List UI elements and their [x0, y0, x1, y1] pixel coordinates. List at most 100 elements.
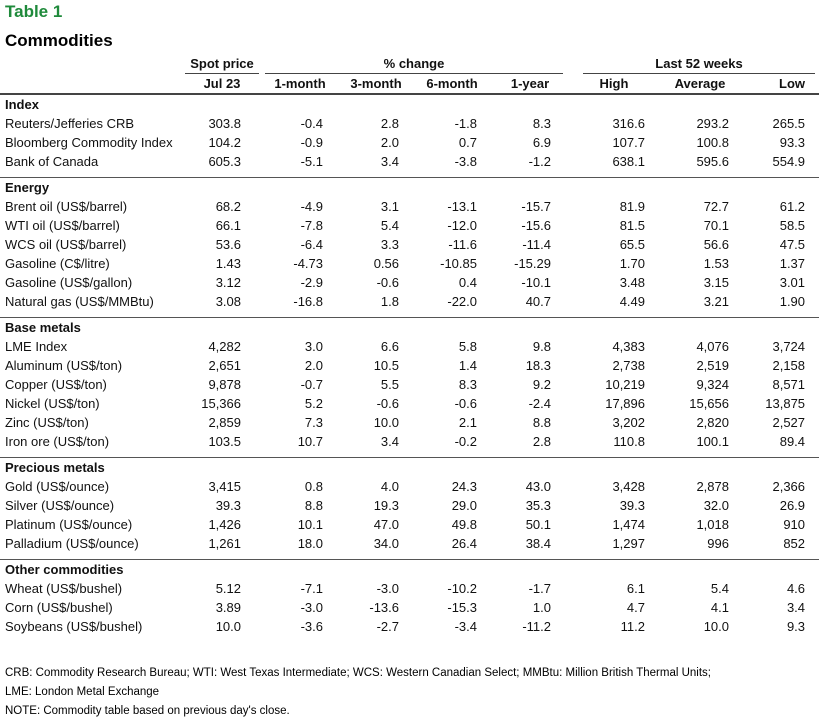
value-cell: -0.6	[376, 275, 399, 290]
value-cell: 605.3	[208, 154, 241, 169]
header-average: Average	[659, 74, 741, 95]
value-cell: -16.8	[293, 294, 323, 309]
value-cell: -2.7	[376, 619, 399, 634]
table-row: Nickel (US$/ton) 15,366 5.2 -0.6 -0.6 -2.4 17,…	[0, 394, 819, 413]
value-cell: -3.8	[454, 154, 477, 169]
value-cell: 3.48	[619, 275, 645, 290]
value-cell: 2,859	[208, 415, 241, 430]
header-1-month: 1-month	[261, 74, 339, 95]
value-cell: 40.7	[525, 294, 551, 309]
table-row: Copper (US$/ton) 9,878 -0.7 5.5 8.3 9.2 10,219…	[0, 375, 819, 394]
value-cell: 9.3	[786, 619, 806, 634]
commodity-name: Platinum (US$/ounce)	[5, 517, 133, 532]
value-cell: -13.6	[369, 600, 399, 615]
value-cell: 38.4	[525, 536, 551, 551]
commodity-name: Reuters/Jefferies CRB	[5, 116, 135, 131]
header-row-groups: Spot price % change Last 52 weeks	[0, 54, 819, 74]
value-cell: 13,875	[765, 396, 806, 411]
value-cell: 34.0	[373, 536, 399, 551]
value-cell: 10.0	[215, 619, 241, 634]
value-cell: -3.6	[300, 619, 323, 634]
value-cell: 5.5	[380, 377, 399, 392]
commodities-table: Spot price % change Last 52 weeks Jul 23…	[0, 54, 819, 636]
value-cell: -1.2	[528, 154, 551, 169]
value-cell: -1.8	[454, 116, 477, 131]
table-row: Palladium (US$/ounce) 1,261 18.0 34.0 26.4 38…	[0, 534, 819, 553]
header-high: High	[569, 74, 659, 95]
value-cell: 1.8	[380, 294, 399, 309]
value-cell: 47.0	[373, 517, 399, 532]
value-cell: 3.3	[380, 237, 399, 252]
value-cell: 316.6	[612, 116, 645, 131]
value-cell: 53.6	[215, 237, 241, 252]
value-cell: -3.0	[376, 581, 399, 596]
value-cell: 1,474	[612, 517, 645, 532]
table-row: Bank of Canada 605.3 -5.1 3.4 -3.8 -1.2 638.1 5…	[0, 152, 819, 171]
value-cell: -5.1	[300, 154, 323, 169]
table-row: LME Index 4,282 3.0 6.6 5.8 9.8 4,383 4,076 3,72…	[0, 337, 819, 356]
value-cell: 49.8	[451, 517, 477, 532]
value-cell: -11.2	[522, 619, 551, 634]
value-cell: 3.4	[380, 154, 399, 169]
value-cell: -11.6	[448, 237, 477, 252]
value-cell: 0.7	[458, 135, 477, 150]
value-cell: 5.8	[458, 339, 477, 354]
table-row: Platinum (US$/ounce) 1,426 10.1 47.0 49.8 50.…	[0, 515, 819, 534]
value-cell: 5.2	[304, 396, 323, 411]
value-cell: 4,383	[612, 339, 645, 354]
value-cell: 7.3	[304, 415, 323, 430]
value-cell: 66.1	[215, 218, 241, 233]
table-row: Zinc (US$/ton) 2,859 7.3 10.0 2.1 8.8 3,202 2,8…	[0, 413, 819, 432]
value-cell: 2,651	[208, 358, 241, 373]
value-cell: 0.56	[373, 256, 399, 271]
value-cell: -0.7	[300, 377, 323, 392]
section-header-row: Energy	[0, 177, 819, 197]
commodity-name: Iron ore (US$/ton)	[5, 434, 110, 449]
section-title: Base metals	[0, 317, 819, 337]
value-cell: 2,878	[696, 479, 729, 494]
value-cell: 8.3	[458, 377, 477, 392]
commodity-name: Gold (US$/ounce)	[5, 479, 110, 494]
value-cell: 15,366	[201, 396, 241, 411]
value-cell: -12.0	[447, 218, 477, 233]
value-cell: 3,415	[208, 479, 241, 494]
value-cell: 72.7	[703, 199, 729, 214]
value-cell: -15.29	[514, 256, 551, 271]
value-cell: 2,366	[772, 479, 806, 494]
value-cell: 3,428	[612, 479, 645, 494]
table-row: WCS oil (US$/barrel) 53.6 -6.4 3.3 -11.6 -11.…	[0, 235, 819, 254]
value-cell: -7.8	[300, 218, 323, 233]
value-cell: 103.5	[208, 434, 241, 449]
value-cell: -4.73	[293, 256, 323, 271]
value-cell: 303.8	[208, 116, 241, 131]
value-cell: 0.4	[458, 275, 477, 290]
section-title: Index	[0, 93, 819, 114]
value-cell: 1.53	[703, 256, 729, 271]
commodity-name: Corn (US$/bushel)	[5, 600, 113, 615]
value-cell: 638.1	[612, 154, 645, 169]
value-cell: 39.3	[215, 498, 241, 513]
value-cell: 10.0	[703, 619, 729, 634]
section-header-row: Precious metals	[0, 457, 819, 477]
value-cell: -2.4	[528, 396, 551, 411]
section-header-row: Index	[0, 93, 819, 114]
commodity-name: Palladium (US$/ounce)	[5, 536, 139, 551]
value-cell: 10,219	[605, 377, 645, 392]
value-cell: 107.7	[612, 135, 645, 150]
value-cell: 81.5	[619, 218, 645, 233]
table-row: WTI oil (US$/barrel) 66.1 -7.8 5.4 -12.0 -15.…	[0, 216, 819, 235]
value-cell: 1,297	[612, 536, 645, 551]
value-cell: -0.4	[300, 116, 323, 131]
table-number: Table 1	[5, 2, 63, 21]
value-cell: -11.4	[522, 237, 551, 252]
value-cell: 81.9	[619, 199, 645, 214]
note-line: LME: London Metal Exchange	[5, 686, 160, 698]
value-cell: 10.0	[373, 415, 399, 430]
value-cell: 996	[707, 536, 729, 551]
value-cell: -3.0	[300, 600, 323, 615]
header-row-columns: Jul 23 1-month 3-month 6-month 1-year Hi…	[0, 74, 819, 95]
value-cell: 100.8	[696, 135, 729, 150]
header-spot-date: Jul 23	[183, 74, 261, 95]
header-last-52-weeks: Last 52 weeks	[569, 54, 819, 74]
value-cell: -15.6	[521, 218, 551, 233]
